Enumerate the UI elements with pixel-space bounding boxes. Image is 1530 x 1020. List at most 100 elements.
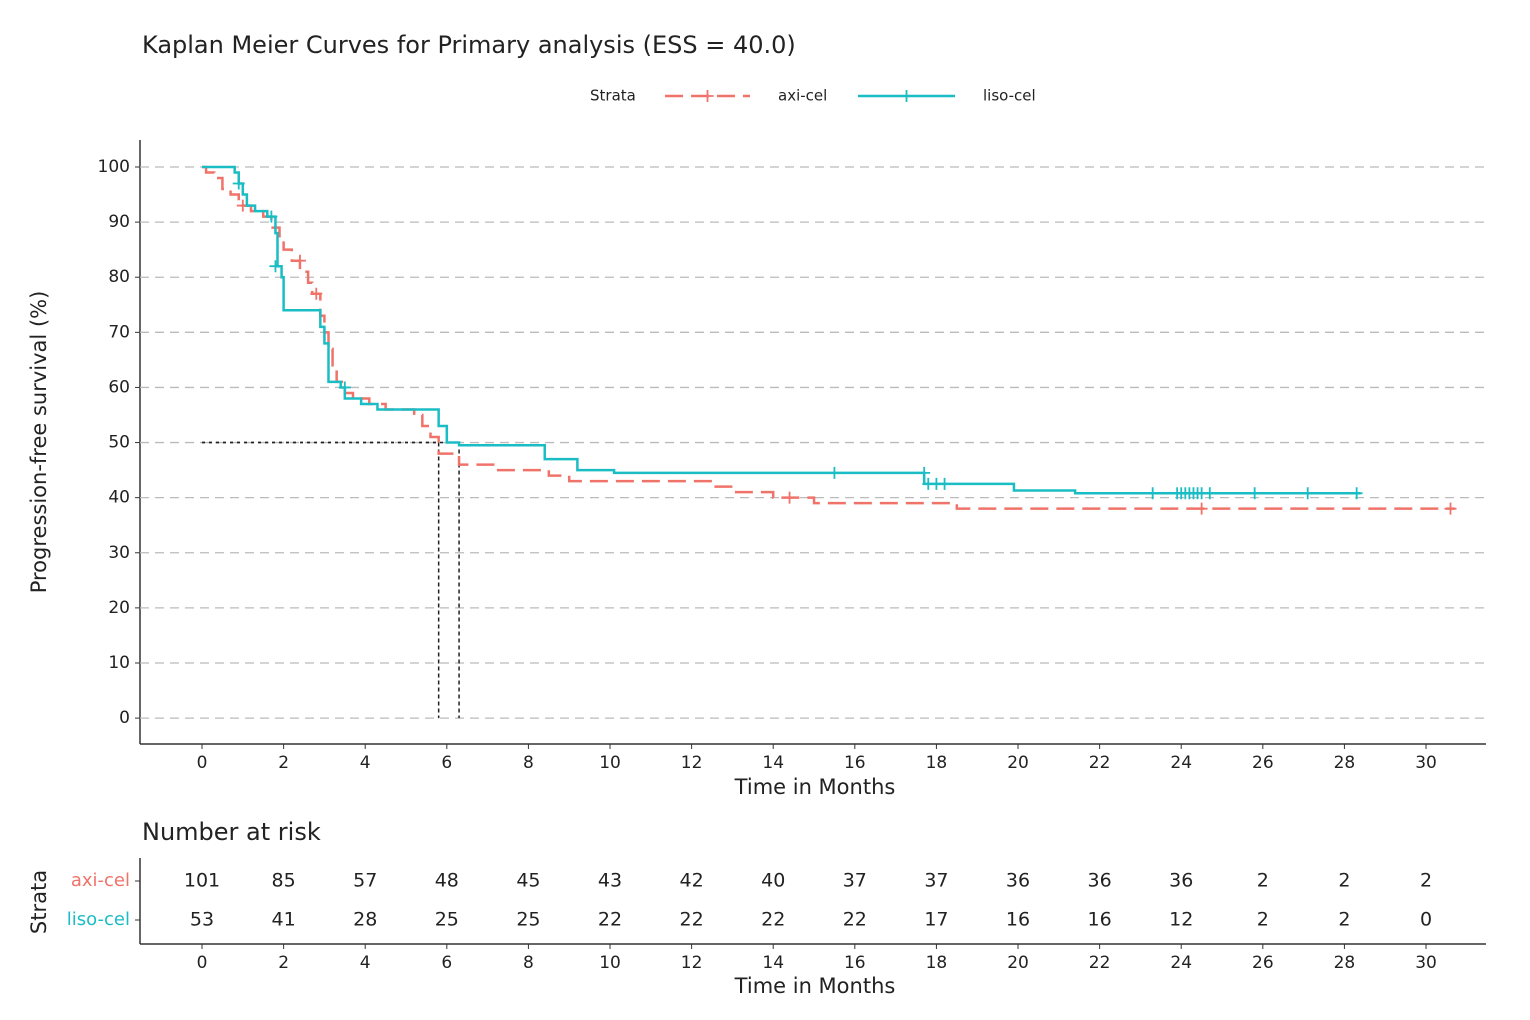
risk-count: 25 bbox=[435, 909, 459, 931]
censor-mark bbox=[1301, 487, 1314, 500]
risk-count: 25 bbox=[516, 909, 540, 931]
x-tick-label: 22 bbox=[1089, 753, 1111, 773]
risk-count: 17 bbox=[924, 909, 948, 931]
y-tick-label: 70 bbox=[108, 322, 130, 342]
censor-mark bbox=[918, 466, 931, 479]
censor-mark bbox=[1146, 487, 1159, 500]
risk-count: 85 bbox=[272, 870, 296, 892]
x-tick-label: 8 bbox=[523, 953, 534, 973]
x-tick-label: 30 bbox=[1415, 953, 1437, 973]
risk-count: 40 bbox=[761, 870, 785, 892]
table-title: Number at risk bbox=[142, 818, 321, 846]
censor-mark bbox=[232, 177, 245, 190]
censor-mark bbox=[1350, 487, 1363, 500]
legend-swatch bbox=[701, 90, 714, 102]
risk-count: 16 bbox=[1088, 909, 1112, 931]
y-tick-label: 50 bbox=[108, 433, 130, 453]
x-tick-label: 24 bbox=[1170, 953, 1192, 973]
risk-count: 36 bbox=[1006, 870, 1030, 892]
risk-count: 16 bbox=[1006, 909, 1030, 931]
y-tick-label: 90 bbox=[108, 212, 130, 232]
table-y-label: Strata bbox=[27, 870, 51, 934]
risk-count: 22 bbox=[680, 909, 704, 931]
x-tick-label: 26 bbox=[1252, 953, 1274, 973]
legend-label: axi-cel bbox=[778, 87, 827, 105]
y-tick-label: 80 bbox=[108, 267, 130, 287]
x-tick-label: 28 bbox=[1334, 753, 1356, 773]
x-tick-label: 12 bbox=[681, 953, 703, 973]
table-x-label: Time in Months bbox=[734, 974, 896, 998]
x-tick-label: 16 bbox=[844, 953, 866, 973]
risk-count: 28 bbox=[353, 909, 377, 931]
risk-count: 36 bbox=[1169, 870, 1193, 892]
risk-count: 37 bbox=[924, 870, 948, 892]
x-tick-label: 0 bbox=[197, 753, 208, 773]
y-tick-label: 100 bbox=[98, 157, 130, 177]
legend-swatch bbox=[900, 90, 913, 102]
y-tick-label: 10 bbox=[108, 653, 130, 673]
legend-label: liso-cel bbox=[983, 87, 1036, 105]
risk-count: 45 bbox=[516, 870, 540, 892]
x-tick-label: 2 bbox=[278, 953, 289, 973]
censor-mark bbox=[265, 210, 278, 223]
censor-mark bbox=[338, 381, 351, 394]
risk-count: 2 bbox=[1257, 909, 1269, 931]
x-tick-label: 8 bbox=[523, 753, 534, 773]
risk-count: 53 bbox=[190, 909, 214, 931]
y-tick-label: 40 bbox=[108, 488, 130, 508]
y-tick-label: 60 bbox=[108, 377, 130, 397]
risk-count: 57 bbox=[353, 870, 377, 892]
x-tick-label: 14 bbox=[762, 953, 784, 973]
risk-count: 43 bbox=[598, 870, 622, 892]
x-tick-label: 0 bbox=[197, 953, 208, 973]
survival-curve bbox=[202, 165, 1455, 510]
risk-count: 2 bbox=[1420, 870, 1432, 892]
risk-count: 41 bbox=[272, 909, 296, 931]
risk-count: 2 bbox=[1338, 870, 1350, 892]
x-tick-label: 16 bbox=[844, 753, 866, 773]
x-tick-label: 18 bbox=[926, 753, 948, 773]
risk-count: 0 bbox=[1420, 909, 1432, 931]
censor-mark bbox=[1248, 487, 1261, 500]
x-tick-label: 24 bbox=[1170, 753, 1192, 773]
legend-title: Strata bbox=[590, 87, 636, 105]
censor-mark bbox=[783, 491, 796, 504]
x-tick-label: 6 bbox=[441, 753, 452, 773]
x-tick-label: 4 bbox=[360, 753, 371, 773]
x-tick-label: 2 bbox=[278, 753, 289, 773]
censor-mark bbox=[1195, 502, 1208, 515]
censor-mark bbox=[293, 254, 306, 267]
risk-count: 22 bbox=[761, 909, 785, 931]
survival-curve bbox=[202, 165, 1361, 495]
censor-mark bbox=[938, 477, 951, 490]
x-tick-label: 28 bbox=[1334, 953, 1356, 973]
chart-title: Kaplan Meier Curves for Primary analysis… bbox=[142, 31, 796, 59]
row-label: axi-cel bbox=[71, 870, 130, 891]
risk-count: 37 bbox=[843, 870, 867, 892]
risk-count: 2 bbox=[1257, 870, 1269, 892]
x-tick-label: 10 bbox=[599, 953, 621, 973]
x-tick-label: 22 bbox=[1089, 953, 1111, 973]
risk-count: 42 bbox=[680, 870, 704, 892]
x-tick-label: 4 bbox=[360, 953, 371, 973]
censor-mark bbox=[1203, 487, 1216, 500]
risk-count: 22 bbox=[598, 909, 622, 931]
censor-mark bbox=[1444, 502, 1457, 515]
risk-count: 101 bbox=[184, 870, 220, 892]
y-axis-label: Progression-free survival (%) bbox=[27, 291, 51, 594]
x-tick-label: 30 bbox=[1415, 753, 1437, 773]
risk-count: 36 bbox=[1088, 870, 1112, 892]
risk-count: 12 bbox=[1169, 909, 1193, 931]
x-tick-label: 10 bbox=[599, 753, 621, 773]
x-tick-label: 20 bbox=[1007, 953, 1029, 973]
censor-mark bbox=[828, 466, 841, 479]
x-tick-label: 18 bbox=[926, 953, 948, 973]
x-tick-label: 14 bbox=[762, 753, 784, 773]
row-label: liso-cel bbox=[67, 909, 130, 930]
censor-mark bbox=[269, 260, 282, 273]
risk-count: 2 bbox=[1338, 909, 1350, 931]
x-tick-label: 26 bbox=[1252, 753, 1274, 773]
x-axis-label: Time in Months bbox=[734, 775, 896, 799]
y-tick-label: 30 bbox=[108, 543, 130, 563]
